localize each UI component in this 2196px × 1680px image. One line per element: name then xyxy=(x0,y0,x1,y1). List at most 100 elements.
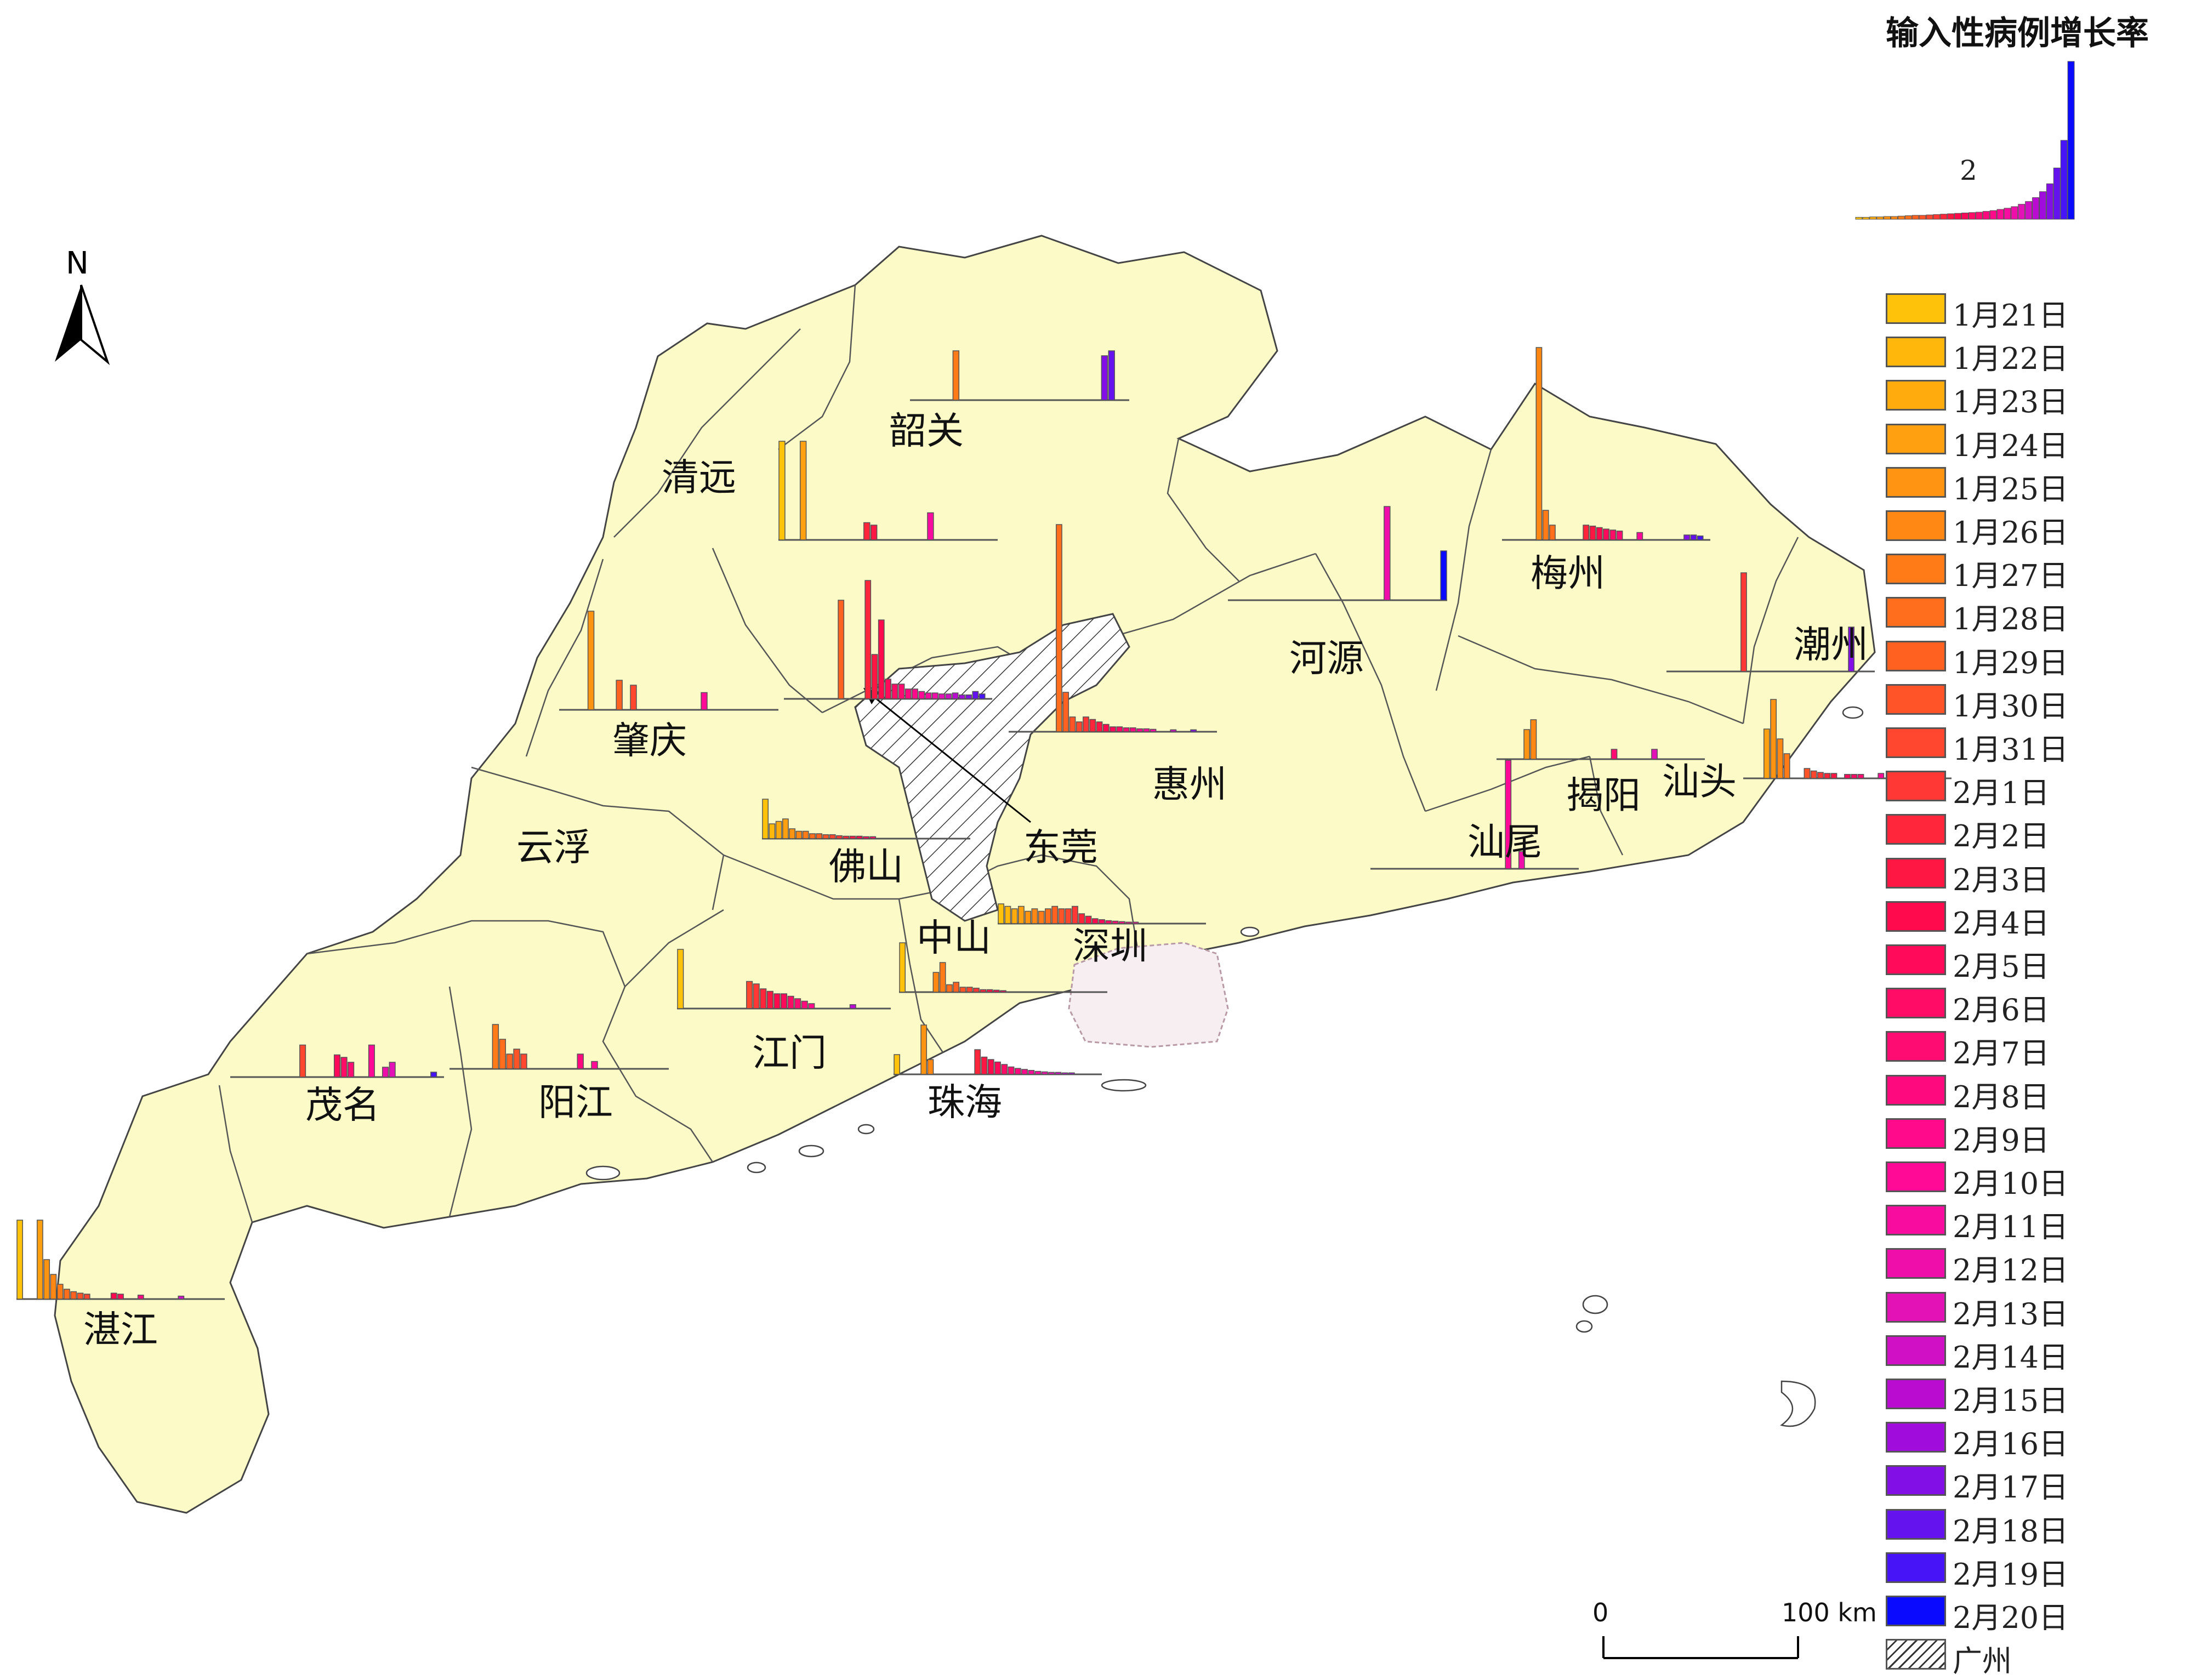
chart-bar xyxy=(946,984,953,993)
legend-date-label: 2月16日 xyxy=(1953,1427,2069,1462)
chart-bar xyxy=(1609,529,1617,540)
reference-bar xyxy=(2067,61,2075,220)
chart-bar xyxy=(591,1061,598,1069)
chart-bar xyxy=(1110,726,1116,732)
city-label-3: 梅州 xyxy=(1530,552,1606,596)
chart-bar xyxy=(1118,921,1125,924)
chart-bar xyxy=(50,1274,57,1300)
chart-bar xyxy=(939,962,946,993)
chart-bar xyxy=(838,600,845,699)
legend-swatch xyxy=(1886,1291,1946,1323)
legend-date-label: 2月18日 xyxy=(1953,1513,2069,1548)
legend-swatch xyxy=(1886,901,1946,932)
chart-bar xyxy=(836,835,843,839)
city-chart-8 xyxy=(1370,760,1579,870)
chart-bar xyxy=(1116,726,1123,732)
chart-bar xyxy=(1810,770,1817,779)
reference-bar xyxy=(1926,214,1933,220)
legend-date-label: 2月6日 xyxy=(1953,993,2050,1028)
legend-swatch xyxy=(1886,423,1946,454)
legend-swatch xyxy=(1886,727,1946,758)
chart-bar xyxy=(1697,536,1704,540)
chart-bar xyxy=(117,1294,124,1300)
city-chart-0 xyxy=(910,350,1129,401)
chart-bar xyxy=(1683,534,1690,540)
legend-swatch xyxy=(1886,857,1946,889)
legend-swatch xyxy=(1886,510,1946,541)
chart-bar xyxy=(822,834,829,839)
chart-bar xyxy=(83,1294,90,1300)
chart-bar xyxy=(965,694,972,699)
chart-bar xyxy=(778,441,786,540)
chart-bar xyxy=(43,1259,50,1300)
chart-bar xyxy=(299,1044,306,1078)
legend-date-label: 2月2日 xyxy=(1953,819,2050,854)
chart-bar xyxy=(616,680,623,710)
chart-bar xyxy=(1001,1064,1008,1075)
chart-bar xyxy=(1034,1070,1042,1075)
chart-bar xyxy=(981,1056,988,1075)
chart-bar xyxy=(677,949,684,1009)
city-chart-7 xyxy=(1009,524,1217,733)
legend-date-label: 2月3日 xyxy=(1953,862,2050,897)
legend-date-label: 1月26日 xyxy=(1953,515,2069,550)
reference-bar xyxy=(1911,215,1919,220)
chart-bar xyxy=(1530,719,1537,760)
chart-bar xyxy=(974,1049,981,1075)
chart-bar xyxy=(1190,729,1197,732)
chart-bar xyxy=(1132,921,1139,924)
chart-bar xyxy=(333,1054,341,1078)
legend-date-label: 1月23日 xyxy=(1953,385,2069,420)
reference-bar xyxy=(2053,167,2061,220)
chart-bar xyxy=(802,830,809,839)
chart-bar xyxy=(1125,921,1132,924)
city-chart-15 xyxy=(894,1024,1102,1075)
reference-bar xyxy=(1989,210,1997,220)
chart-bar xyxy=(904,688,912,699)
chart-bar xyxy=(178,1295,185,1300)
city-chart-1 xyxy=(778,441,998,541)
chart-bar xyxy=(1108,350,1115,401)
legend-date-label: 1月28日 xyxy=(1953,602,2069,637)
reference-bar xyxy=(2046,183,2053,220)
chart-bar xyxy=(1083,716,1089,732)
city-label-20: 云浮 xyxy=(516,826,591,870)
chart-bar xyxy=(863,522,871,540)
chart-bar xyxy=(898,684,905,699)
chart-bar xyxy=(137,1295,144,1300)
legend-swatch xyxy=(1886,1205,1946,1236)
chart-bar xyxy=(986,989,993,993)
chart-bar xyxy=(978,693,986,699)
scale-bar xyxy=(1602,1636,1799,1659)
chart-bar xyxy=(1651,749,1658,760)
city-label-9: 揭阳 xyxy=(1566,774,1641,818)
chart-bar xyxy=(368,1044,375,1078)
reference-bar xyxy=(1940,214,1948,220)
chart-bar xyxy=(952,350,960,401)
chart-bar xyxy=(1690,534,1697,540)
chart-bar xyxy=(808,1003,815,1009)
chart-bar xyxy=(1078,913,1085,924)
chart-bar xyxy=(1089,719,1096,732)
legend-hatch-label: 广州 xyxy=(1953,1644,2012,1679)
city-label-12: 深圳 xyxy=(1072,925,1148,969)
city-chart-12 xyxy=(998,903,1206,925)
chart-bar xyxy=(1129,727,1136,732)
chart-bar xyxy=(849,835,856,839)
city-chart-3 xyxy=(1502,347,1710,541)
chart-bar xyxy=(959,987,966,993)
legend-swatch xyxy=(1886,1552,1946,1583)
chart-bar xyxy=(1763,728,1770,779)
chart-bar xyxy=(382,1067,389,1078)
scale-end-label: 100 km xyxy=(1782,1598,1877,1627)
chart-bar xyxy=(1596,527,1603,540)
legend-hatch-swatch xyxy=(1886,1639,1946,1670)
chart-bar xyxy=(932,972,940,993)
reference-bar xyxy=(2060,140,2068,220)
chart-bar xyxy=(794,998,801,1009)
chart-bar xyxy=(972,691,979,699)
chart-bar xyxy=(630,685,637,710)
city-label-1: 清远 xyxy=(661,456,737,500)
reference-bar xyxy=(1869,217,1877,220)
